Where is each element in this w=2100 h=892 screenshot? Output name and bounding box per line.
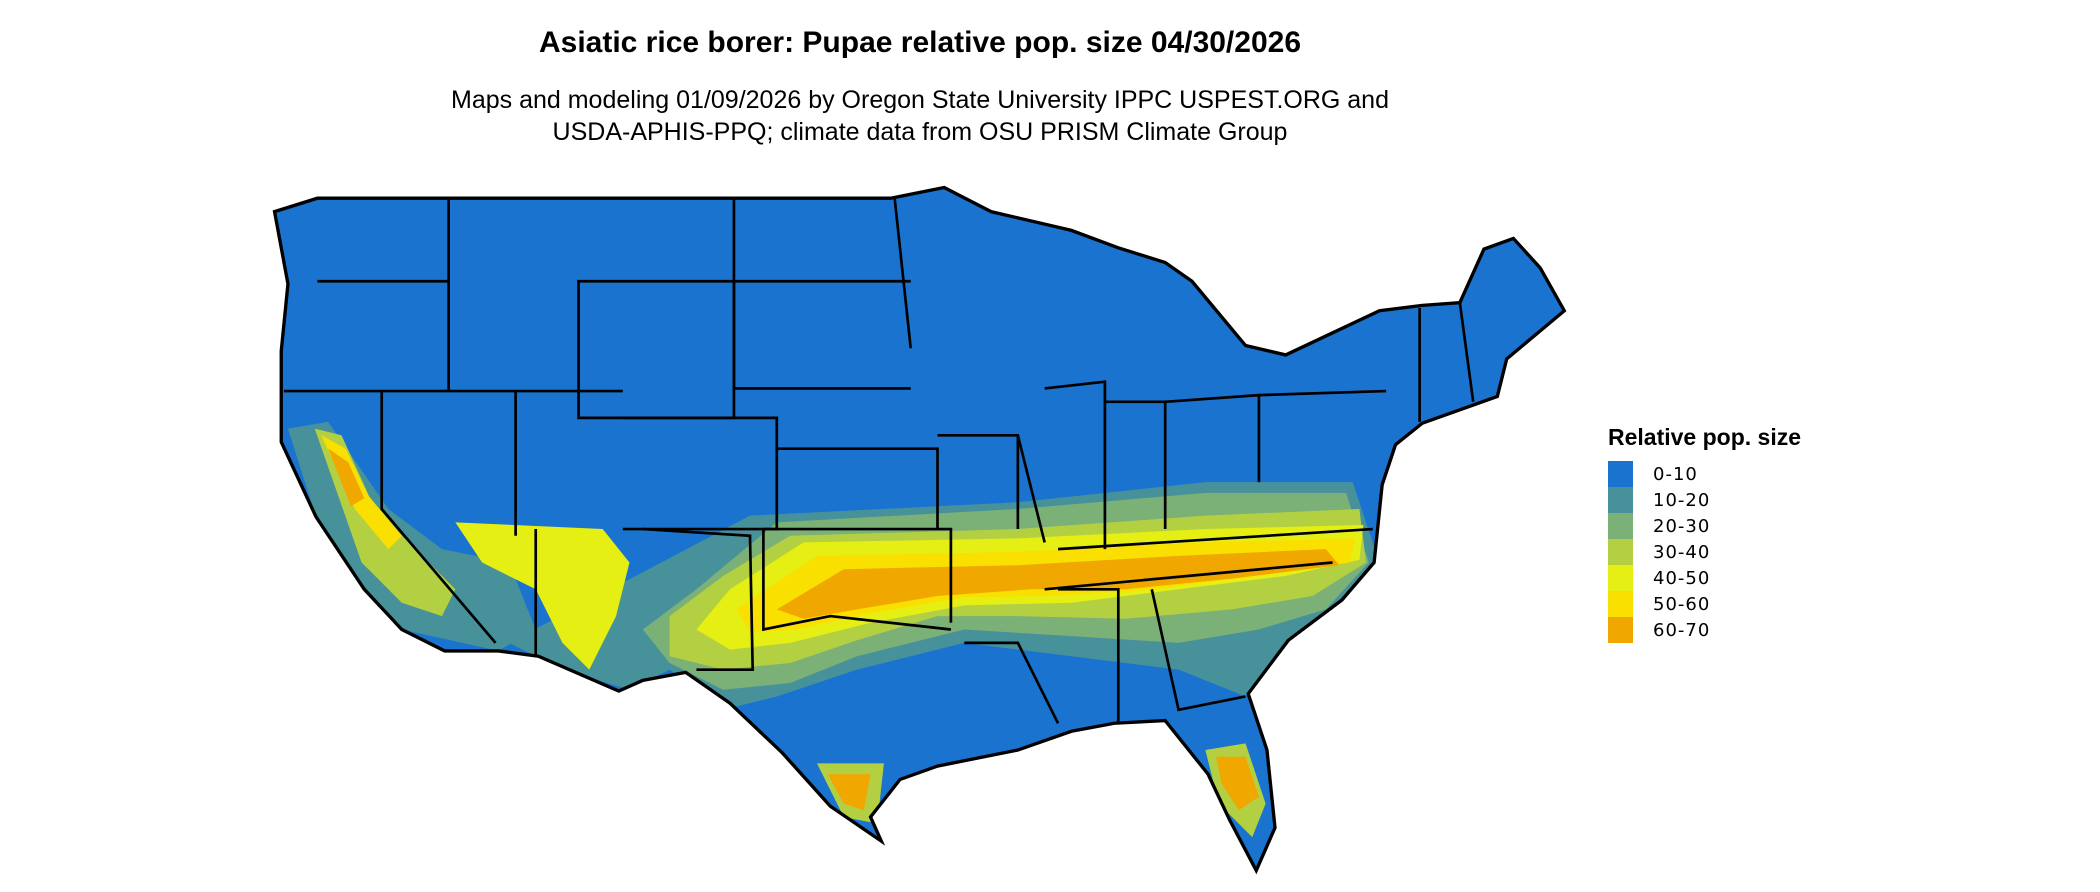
legend-swatch xyxy=(1608,591,1633,617)
state-border xyxy=(1150,589,1246,712)
state-border xyxy=(1458,302,1475,402)
state-border xyxy=(1044,561,1333,591)
state-border xyxy=(763,527,953,623)
subtitle-line-2: USDA-APHIS-PPQ; climate data from OSU PR… xyxy=(552,118,1288,146)
legend-swatch xyxy=(1608,487,1633,513)
legend-item: 0-10 xyxy=(1608,461,1801,487)
state-border xyxy=(732,198,911,390)
suitability-zone-60-70 xyxy=(776,549,1340,619)
state-border xyxy=(1057,527,1373,551)
state-border xyxy=(1058,587,1120,724)
state-border xyxy=(642,527,755,671)
legend-item: 30-40 xyxy=(1608,539,1801,565)
legend-label: 0-10 xyxy=(1653,463,1698,485)
legend-label: 50-60 xyxy=(1653,593,1711,615)
map-title: Asiatic rice borer: Pupae relative pop. … xyxy=(538,26,1302,59)
legend-item: 10-20 xyxy=(1608,487,1801,513)
legend-label: 20-30 xyxy=(1653,515,1711,537)
legend-label: 30-40 xyxy=(1653,541,1711,563)
legend-item: 60-70 xyxy=(1608,617,1801,643)
legend-swatch xyxy=(1608,617,1633,643)
legend-title: Relative pop. size xyxy=(1608,424,1802,450)
legend-label: 60-70 xyxy=(1653,619,1711,641)
subtitle-line-1: Maps and modeling 01/09/2026 by Oregon S… xyxy=(451,86,1389,114)
legend-swatch xyxy=(1608,539,1633,565)
state-border xyxy=(964,641,1060,724)
state-border xyxy=(1044,380,1107,550)
legend-item: 50-60 xyxy=(1608,591,1801,617)
suitability-zone-60-70 xyxy=(328,448,365,507)
legend-swatch xyxy=(1608,513,1633,539)
state-border xyxy=(762,529,952,632)
legend-label: 40-50 xyxy=(1653,567,1711,589)
state-border xyxy=(776,447,939,530)
legend-swatch xyxy=(1608,565,1633,591)
state-border xyxy=(893,198,913,349)
suitability-zone-60-70 xyxy=(827,774,871,811)
state-border xyxy=(380,391,497,644)
legend-item: 40-50 xyxy=(1608,565,1801,591)
suitability-zone-60-70 xyxy=(1216,756,1259,811)
state-border xyxy=(1258,389,1387,397)
state-border xyxy=(622,416,779,531)
legend: Relative pop. size 0-10 10-20 20-30 30-40 40… xyxy=(1608,424,1801,643)
legend-label: 10-20 xyxy=(1653,489,1711,511)
legend-item: 20-30 xyxy=(1608,513,1801,539)
legend-swatch xyxy=(1608,461,1633,487)
suitability-zone-40-50 xyxy=(455,522,630,670)
